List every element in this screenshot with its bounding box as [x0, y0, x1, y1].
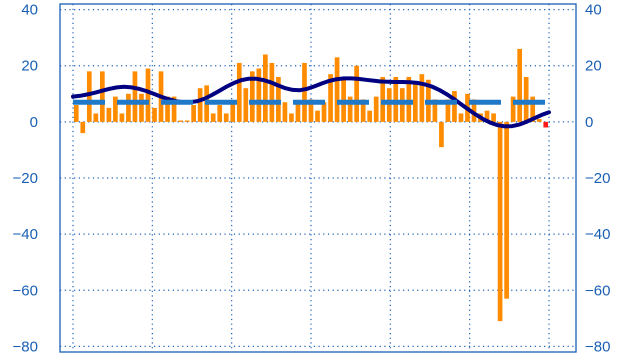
bar	[322, 102, 327, 122]
bar	[504, 122, 509, 299]
left-tick-label: −20	[13, 170, 38, 187]
bar	[126, 94, 131, 122]
bar	[283, 102, 288, 122]
bar	[400, 88, 405, 122]
bar	[185, 120, 190, 121]
bar	[107, 108, 112, 122]
bar	[139, 94, 144, 122]
right-tick-label: 0	[585, 114, 593, 131]
right-tick-label: −60	[585, 282, 610, 299]
bar	[302, 63, 307, 122]
bar	[217, 105, 222, 122]
bar	[387, 88, 392, 122]
bar	[543, 122, 548, 128]
bar	[237, 63, 242, 122]
bar	[211, 113, 216, 121]
bar	[296, 102, 301, 122]
right-tick-label: 40	[585, 2, 602, 19]
bar	[374, 97, 379, 122]
bar	[152, 108, 157, 122]
bar	[243, 88, 248, 122]
bar	[289, 113, 294, 121]
bar	[230, 102, 235, 122]
right-tick-label: −20	[585, 170, 610, 187]
left-tick-label: 20	[21, 58, 38, 75]
bar	[74, 105, 79, 122]
bar	[420, 74, 425, 122]
left-tick-label: −40	[13, 226, 38, 243]
left-tick-label: 40	[21, 2, 38, 19]
bar	[498, 122, 503, 321]
left-tick-label: 0	[30, 114, 38, 131]
bar	[537, 119, 542, 122]
bar	[413, 83, 418, 122]
bar	[178, 120, 183, 121]
bar	[459, 113, 464, 121]
bar	[491, 113, 496, 121]
bar	[93, 113, 98, 121]
right-tick-label: −80	[585, 338, 610, 355]
right-tick-label: −40	[585, 226, 610, 243]
bar	[80, 122, 85, 133]
bar	[256, 69, 261, 122]
bar	[315, 111, 320, 122]
bar	[354, 66, 359, 122]
bar	[191, 105, 196, 122]
left-tick-label: −60	[13, 282, 38, 299]
bar	[524, 77, 529, 122]
bar	[224, 113, 229, 121]
left-axis-ticks: 40 20 0 −20 −40 −60 −80	[13, 2, 38, 356]
bar	[100, 71, 105, 122]
bar	[367, 111, 372, 122]
bar	[87, 71, 92, 122]
bar	[270, 63, 275, 122]
right-tick-label: 20	[585, 58, 602, 75]
bar	[341, 77, 346, 122]
bar	[439, 122, 444, 147]
bar	[263, 55, 268, 122]
bar	[146, 69, 151, 122]
bar	[198, 88, 203, 122]
right-axis-ticks: 40 20 0 −20 −40 −60 −80	[585, 2, 610, 356]
bar	[380, 77, 385, 122]
bar	[517, 49, 522, 122]
bar	[335, 57, 340, 122]
bar	[120, 113, 125, 121]
bar	[452, 91, 457, 122]
left-tick-label: −80	[13, 338, 38, 355]
bar	[133, 71, 138, 122]
